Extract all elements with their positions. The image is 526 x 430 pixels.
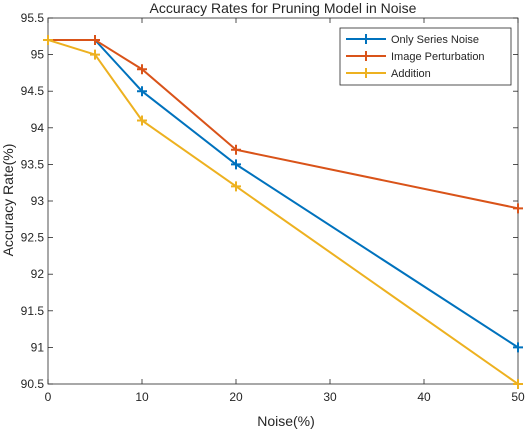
data-point-marker: [513, 379, 523, 389]
legend-entry-label: Only Series Noise: [391, 34, 479, 46]
y-tick-label: 94: [31, 121, 45, 135]
x-tick-label: 30: [323, 390, 337, 404]
data-point-marker: [137, 86, 147, 97]
data-point-marker: [137, 64, 147, 75]
series-2: [43, 34, 523, 389]
legend-entry-label: Addition: [391, 68, 431, 80]
y-tick-label: 91.5: [21, 304, 45, 318]
y-tick-label: 90.5: [21, 377, 45, 391]
data-point-marker: [137, 115, 147, 126]
x-tick-label: 40: [417, 390, 431, 404]
x-tick-label: 0: [45, 390, 52, 404]
x-axis-ticks: 0 10 20 30 40 50: [45, 18, 525, 404]
y-tick-label: 91: [31, 340, 45, 354]
data-point-marker: [231, 144, 241, 155]
data-point-marker: [231, 159, 241, 170]
legend-swatch-marker: [361, 34, 371, 44]
data-point-marker: [90, 34, 100, 45]
y-axis-label: Accuracy Rate(%): [0, 144, 16, 257]
y-tick-label: 95: [31, 48, 45, 62]
y-axis-ticks: 90.5 91 91.5 92 92.5 93 93.5 94 94.5 95 95.5: [21, 11, 518, 391]
series-line: [47, 39, 519, 385]
y-tick-label: 93: [31, 194, 45, 208]
data-point-marker: [231, 181, 241, 192]
x-axis-label: Noise(%): [257, 413, 315, 429]
data-point-marker: [513, 342, 523, 353]
legend: Only Series Noise Image Perturbation Addit…: [339, 27, 512, 86]
series-layer: [43, 34, 523, 389]
chart-title: Accuracy Rates for Pruning Model in Nois…: [150, 0, 417, 16]
x-tick-label: 20: [229, 390, 243, 404]
data-point-marker: [513, 203, 523, 214]
data-point-marker: [90, 49, 100, 60]
legend-swatch-marker: [361, 68, 371, 78]
data-point-marker: [43, 34, 53, 45]
y-tick-label: 92.5: [21, 231, 45, 245]
y-tick-label: 92: [31, 267, 45, 281]
legend-entry-label: Image Perturbation: [391, 51, 485, 63]
y-tick-label: 93.5: [21, 157, 45, 171]
x-tick-label: 50: [511, 390, 525, 404]
legend-swatch-marker: [361, 51, 371, 61]
x-tick-label: 10: [135, 390, 149, 404]
y-tick-label: 94.5: [21, 84, 45, 98]
y-tick-label: 95.5: [21, 11, 45, 25]
